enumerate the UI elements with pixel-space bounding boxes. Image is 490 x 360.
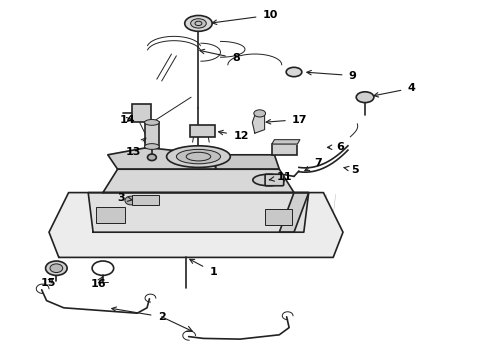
Bar: [145, 122, 159, 148]
Text: 4: 4: [374, 83, 416, 97]
Ellipse shape: [185, 15, 212, 31]
Text: 8: 8: [200, 49, 240, 63]
Text: 16: 16: [90, 276, 106, 289]
Polygon shape: [103, 169, 294, 193]
Ellipse shape: [46, 261, 67, 275]
Bar: [190, 125, 215, 137]
Polygon shape: [279, 193, 309, 232]
Text: 13: 13: [125, 138, 146, 157]
Ellipse shape: [286, 67, 302, 77]
Ellipse shape: [167, 146, 230, 167]
Polygon shape: [216, 155, 279, 169]
Polygon shape: [88, 193, 309, 232]
Ellipse shape: [254, 110, 266, 117]
Ellipse shape: [145, 120, 159, 125]
Bar: [132, 195, 159, 205]
Text: 5: 5: [344, 165, 359, 175]
FancyBboxPatch shape: [265, 174, 284, 186]
Ellipse shape: [356, 92, 374, 103]
Bar: [265, 209, 292, 225]
Polygon shape: [252, 115, 265, 133]
Text: 3: 3: [118, 193, 132, 203]
Text: 17: 17: [266, 114, 308, 125]
Ellipse shape: [125, 196, 137, 205]
Text: 14: 14: [120, 114, 135, 125]
Bar: [132, 104, 151, 122]
Bar: [272, 144, 297, 155]
Ellipse shape: [191, 19, 206, 28]
Text: 1: 1: [190, 259, 217, 277]
Polygon shape: [272, 140, 300, 144]
Ellipse shape: [145, 144, 159, 149]
Ellipse shape: [147, 154, 156, 161]
Text: 6: 6: [327, 142, 344, 152]
Text: 11: 11: [270, 172, 292, 182]
Text: 15: 15: [40, 278, 56, 288]
Polygon shape: [108, 148, 216, 169]
Ellipse shape: [50, 264, 63, 273]
Ellipse shape: [253, 174, 284, 186]
Text: 2: 2: [112, 307, 166, 322]
Text: 12: 12: [219, 130, 249, 141]
Text: 9: 9: [307, 71, 357, 81]
Polygon shape: [49, 193, 343, 257]
Ellipse shape: [176, 149, 220, 164]
Text: 7: 7: [305, 158, 322, 171]
Text: 10: 10: [212, 10, 278, 24]
Bar: [96, 207, 125, 223]
